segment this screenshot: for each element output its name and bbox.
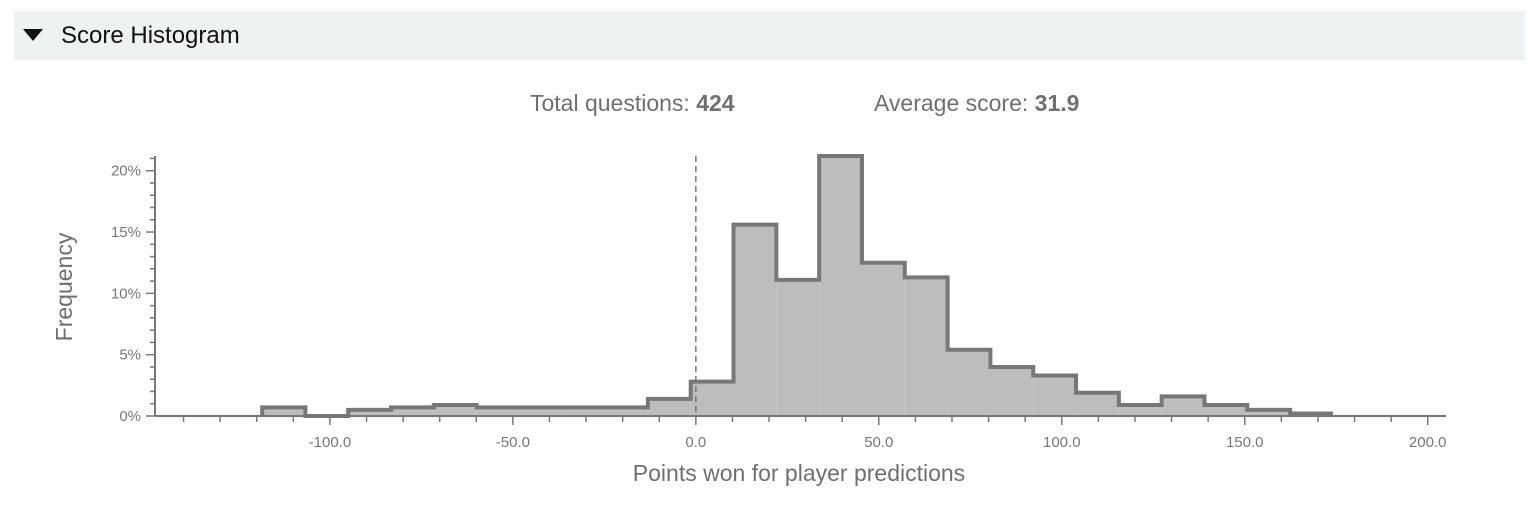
summary-stats: Total questions: 424 Average score: 31.9 bbox=[0, 90, 1534, 124]
histogram-bar bbox=[1161, 396, 1205, 416]
histogram-bar bbox=[348, 409, 392, 416]
histogram-bar bbox=[861, 262, 905, 416]
histogram-bar bbox=[690, 381, 734, 416]
x-tick-label: 50.0 bbox=[864, 434, 893, 451]
average-score-stat: Average score: 31.9 bbox=[874, 90, 1079, 117]
histogram-bars bbox=[262, 156, 1333, 416]
total-questions-label: Total questions: bbox=[530, 90, 690, 116]
y-tick-label: 20% bbox=[111, 163, 141, 180]
histogram-bar bbox=[733, 224, 777, 416]
histogram-bar bbox=[819, 156, 862, 416]
y-tick-label: 5% bbox=[119, 347, 141, 364]
histogram-bar bbox=[476, 407, 520, 416]
histogram-bar bbox=[1247, 409, 1291, 416]
x-tick-label: 0.0 bbox=[685, 434, 706, 451]
total-questions-stat: Total questions: 424 bbox=[530, 90, 735, 117]
histogram-bar bbox=[647, 398, 691, 416]
y-tick-label: 15% bbox=[111, 224, 141, 241]
histogram-bar bbox=[1118, 404, 1162, 416]
histogram-bar bbox=[605, 407, 648, 416]
y-axis: 0% 5% 10% 15% 20% bbox=[111, 156, 156, 425]
histogram-bar bbox=[1204, 404, 1248, 416]
x-tick-label: 200.0 bbox=[1409, 434, 1447, 451]
y-axis-title: Frequency bbox=[51, 232, 77, 341]
average-score-label: Average score: bbox=[874, 90, 1029, 116]
histogram-bar bbox=[433, 404, 477, 416]
x-axis-title: Points won for player predictions bbox=[633, 460, 965, 486]
section-title: Score Histogram bbox=[61, 22, 240, 49]
x-tick-label: -100.0 bbox=[309, 434, 352, 451]
histogram-bar bbox=[562, 407, 606, 416]
y-tick-label: 0% bbox=[119, 408, 141, 425]
histogram-bar bbox=[262, 407, 306, 416]
caret-down-icon[interactable] bbox=[23, 29, 43, 41]
histogram-bar bbox=[990, 366, 1034, 416]
histogram-bar bbox=[947, 349, 991, 416]
x-tick-label: -50.0 bbox=[496, 434, 530, 451]
section-header-toggle[interactable]: Score Histogram bbox=[14, 11, 1525, 60]
histogram-bar bbox=[904, 277, 948, 416]
histogram-bar bbox=[391, 407, 434, 416]
histogram-bar bbox=[519, 407, 563, 416]
histogram-bar bbox=[776, 279, 820, 416]
histogram-bar bbox=[1033, 375, 1077, 416]
x-tick-label: 150.0 bbox=[1226, 434, 1264, 451]
y-tick-label: 10% bbox=[111, 285, 141, 302]
histogram-bar bbox=[1076, 392, 1119, 416]
histogram-outline bbox=[260, 154, 1333, 418]
total-questions-value: 424 bbox=[696, 90, 735, 116]
x-tick-label: 100.0 bbox=[1043, 434, 1081, 451]
average-score-value: 31.9 bbox=[1034, 90, 1080, 116]
x-axis: -100.0 -50.0 0.0 50.0 100.0 150.0 200.0 bbox=[155, 415, 1447, 451]
